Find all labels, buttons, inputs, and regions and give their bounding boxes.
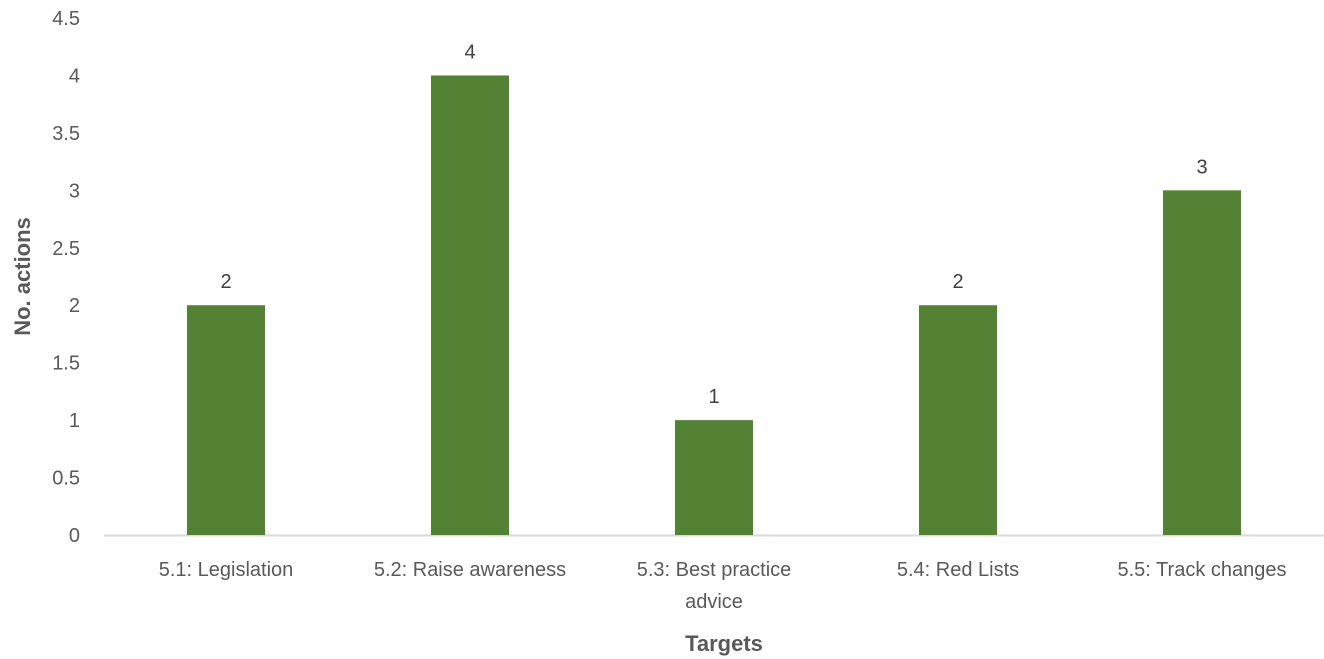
x-tick-label-line: 5.4: Red Lists	[897, 559, 1019, 581]
x-tick-label: 5.4: Red Lists	[897, 559, 1019, 581]
bar	[1163, 190, 1241, 536]
y-tick-label: 0.5	[52, 468, 80, 490]
y-tick-label: 3.5	[52, 123, 80, 145]
bar-data-label: 4	[464, 41, 475, 63]
x-axis-ticks: 5.1: Legislation 5.2: Raise awareness 5.3:…	[159, 559, 1287, 613]
x-tick-label-line: 5.1: Legislation	[159, 559, 294, 581]
y-axis-title: No. actions	[10, 217, 35, 336]
y-tick-label: 4	[69, 65, 80, 87]
bar	[675, 420, 753, 535]
x-tick-label-line: advice	[685, 591, 743, 613]
x-tick-label-line: 5.2: Raise awareness	[374, 559, 566, 581]
y-tick-label: 0	[69, 525, 80, 547]
y-tick-label: 4.5	[52, 8, 80, 30]
data-labels: 2 4 1 2 3	[220, 41, 1207, 408]
bar-data-label: 2	[952, 271, 963, 293]
bar-data-label: 3	[1196, 156, 1207, 178]
bar	[919, 305, 997, 535]
x-tick-label: 5.1: Legislation	[159, 559, 294, 581]
x-tick-label-line: 5.5: Track changes	[1118, 559, 1287, 581]
bars	[187, 75, 1241, 536]
x-axis-title: Targets	[685, 631, 763, 656]
x-tick-label-line: 5.3: Best practice	[637, 559, 792, 581]
y-axis-ticks: 0 0.5 1 1.5 2 2.5 3 3.5 4 4.5	[52, 8, 80, 547]
y-tick-label: 2	[69, 295, 80, 317]
y-tick-label: 1	[69, 410, 80, 432]
x-tick-label: 5.5: Track changes	[1118, 559, 1287, 581]
x-tick-label: 5.2: Raise awareness	[374, 559, 566, 581]
bar	[187, 305, 265, 535]
y-tick-label: 1.5	[52, 353, 80, 375]
bar-data-label: 2	[220, 271, 231, 293]
y-tick-label: 3	[69, 180, 80, 202]
x-tick-label: 5.3: Best practice advice	[637, 559, 792, 613]
y-tick-label: 2.5	[52, 238, 80, 260]
bar-data-label: 1	[708, 386, 719, 408]
bar	[431, 75, 509, 535]
